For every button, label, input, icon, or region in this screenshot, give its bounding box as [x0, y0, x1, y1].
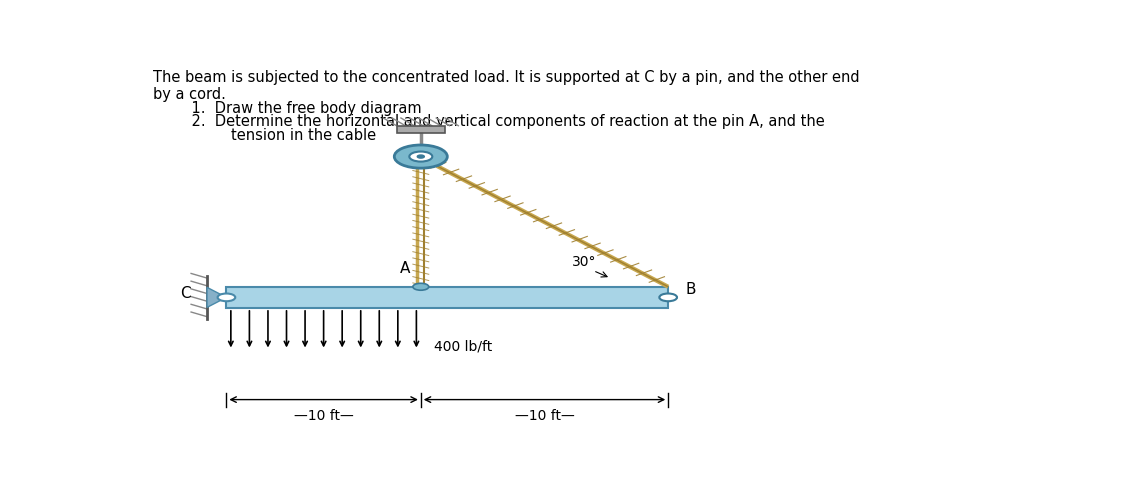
Text: A: A [400, 261, 410, 276]
Text: B: B [686, 282, 697, 297]
Text: 2.  Determine the horizontal and vertical components of reaction at the pin A, a: 2. Determine the horizontal and vertical… [173, 114, 825, 129]
Polygon shape [207, 288, 227, 308]
Text: by a cord.: by a cord. [153, 87, 226, 102]
Text: 1.  Draw the free body diagram: 1. Draw the free body diagram [173, 101, 422, 116]
Text: The beam is subjected to the concentrated load. It is supported at C by a pin, a: The beam is subjected to the concentrate… [153, 70, 860, 85]
Circle shape [659, 294, 677, 301]
Text: C: C [180, 286, 192, 301]
Text: —10 ft—: —10 ft— [294, 409, 353, 423]
Circle shape [413, 283, 429, 290]
Text: tension in the cable: tension in the cable [194, 128, 376, 143]
Bar [227, 287, 668, 308]
Text: 400 lb/ft: 400 lb/ft [434, 340, 492, 354]
Circle shape [218, 294, 235, 301]
Circle shape [409, 151, 432, 162]
Bar [397, 126, 445, 133]
Text: —10 ft—: —10 ft— [514, 409, 575, 423]
Circle shape [394, 145, 447, 168]
Text: 30°: 30° [572, 256, 596, 270]
Circle shape [417, 155, 424, 158]
